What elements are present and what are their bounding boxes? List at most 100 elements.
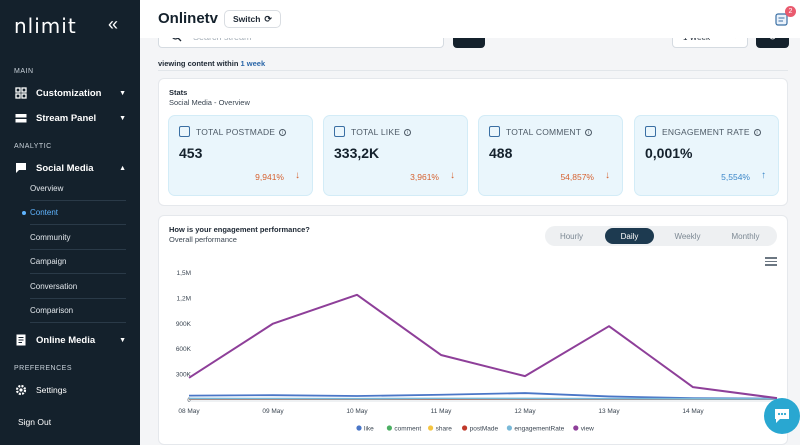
- stat-card-change: 54,857%: [560, 172, 594, 182]
- sidebar-subitem-overview[interactable]: Overview: [30, 177, 126, 201]
- stats-subtitle: Social Media - Overview: [169, 98, 250, 107]
- legend-label-view: view: [581, 426, 594, 433]
- stat-card-label: TOTAL COMMENT i: [506, 127, 592, 137]
- y-tick-label: 1,5M: [177, 270, 191, 277]
- stat-card-label: ENGAGEMENT RATE i: [662, 127, 761, 137]
- legend-marker-share: [428, 425, 433, 430]
- section-label-analytic: ANALYTIC: [14, 143, 52, 150]
- arrow-down-icon: ↓: [605, 170, 610, 181]
- collapse-sidebar-button[interactable]: «: [108, 14, 118, 35]
- performance-panel: How is your engagement performance? Over…: [158, 215, 788, 445]
- stat-card-total-comment: TOTAL COMMENT i 488 54,857% ↓: [478, 115, 623, 196]
- divider: [158, 70, 788, 71]
- chevron-down-icon: ▼: [119, 90, 126, 97]
- stat-card-total-like: TOTAL LIKE i 333,2K 3,961% ↓: [323, 115, 468, 196]
- sidebar-item-label: Social Media: [36, 163, 94, 174]
- engagement-icon: [645, 126, 656, 137]
- x-tick-label: 11 May: [431, 408, 453, 415]
- info-icon[interactable]: i: [585, 129, 592, 136]
- legend-marker-like: [356, 425, 361, 430]
- viewing-prefix: viewing content within: [158, 59, 238, 68]
- x-tick-label: 10 May: [346, 408, 368, 415]
- stat-card-label: TOTAL LIKE i: [351, 127, 411, 137]
- legend-marker-comment: [387, 425, 392, 430]
- legend-label-share: share: [436, 426, 453, 433]
- viewing-period-text: viewing content within 1 week: [158, 59, 265, 68]
- nlimit-logo: nlimit: [14, 14, 77, 38]
- legend-marker-engagementRate: [507, 425, 512, 430]
- section-label-preferences: PREFERENCES: [14, 365, 72, 372]
- info-icon[interactable]: i: [279, 129, 286, 136]
- active-dot-icon: [22, 211, 26, 215]
- sidebar-subitem-label: Content: [30, 208, 58, 217]
- post-icon: [179, 126, 190, 137]
- sidebar-subitem-campaign[interactable]: Campaign: [30, 250, 126, 274]
- arrow-up-icon: ↑: [761, 170, 766, 181]
- sidebar-subitem-comparison[interactable]: Comparison: [30, 299, 126, 323]
- x-tick-label: 14 May: [682, 408, 704, 415]
- info-icon[interactable]: i: [404, 129, 411, 136]
- y-tick-label: 900K: [176, 321, 192, 328]
- sidebar-subitem-conversation[interactable]: Conversation: [30, 275, 126, 299]
- sign-out-link[interactable]: Sign Out: [18, 417, 51, 427]
- legend-marker-view: [573, 425, 578, 430]
- sidebar-item-social-media[interactable]: Social Media ▲: [14, 159, 130, 177]
- x-tick-label: 09 May: [262, 408, 284, 415]
- stat-card-change: 5,554%: [721, 172, 750, 182]
- switch-button[interactable]: Switch ⟳: [224, 10, 281, 28]
- page-title: Onlinetv: [158, 10, 218, 27]
- stat-card-value: 488: [489, 145, 512, 161]
- x-tick-label: 12 May: [514, 408, 536, 415]
- info-icon[interactable]: i: [754, 129, 761, 136]
- comment-icon: [489, 126, 500, 137]
- y-tick-label: 1,2M: [177, 295, 191, 302]
- grid-icon: [14, 86, 28, 100]
- y-tick-label: 600K: [176, 346, 192, 353]
- section-label-main: MAIN: [14, 68, 34, 75]
- stats-panel: Stats Social Media - Overview TOTAL POST…: [158, 78, 788, 206]
- legend-label-like: like: [364, 426, 374, 433]
- sidebar-item-label: Customization: [36, 88, 101, 99]
- stat-card-engagement-rate: ENGAGEMENT RATE i 0,001% 5,554% ↑: [634, 115, 779, 196]
- refresh-icon: ⟳: [264, 14, 272, 25]
- document-icon: [14, 333, 28, 347]
- header: Onlinetv Switch ⟳ 2: [140, 0, 800, 38]
- stat-card-total-postmade: TOTAL POSTMADE i 453 9,941% ↓: [168, 115, 313, 196]
- x-tick-label: 08 May: [178, 408, 200, 415]
- like-icon: [334, 126, 345, 137]
- notification-badge: 2: [785, 6, 796, 17]
- sidebar: nlimit « MAIN Customization ▼ Stream Pan…: [0, 0, 140, 445]
- stat-card-value: 0,001%: [645, 145, 692, 161]
- chat-bubble-icon: [14, 161, 28, 175]
- chat-button[interactable]: [764, 398, 800, 434]
- legend-label-postMade: postMade: [470, 426, 499, 433]
- legend-label-comment: comment: [394, 426, 421, 433]
- stat-card-change: 3,961%: [410, 172, 439, 182]
- stat-card-value: 453: [179, 145, 202, 161]
- stats-title: Stats: [169, 88, 187, 97]
- stat-card-label: TOTAL POSTMADE i: [196, 127, 286, 137]
- legend-marker-postMade: [462, 425, 467, 430]
- sidebar-subitem-content[interactable]: Content: [30, 201, 126, 225]
- switch-label: Switch: [233, 14, 260, 24]
- sidebar-item-label: Online Media: [36, 335, 95, 346]
- sidebar-item-online-media[interactable]: Online Media ▼: [14, 331, 130, 349]
- sidebar-item-stream-panel[interactable]: Stream Panel ▼: [14, 109, 130, 127]
- stream-panel-icon: [14, 111, 28, 125]
- viewing-period: 1 week: [241, 59, 266, 68]
- sidebar-item-label: Settings: [36, 385, 67, 395]
- stat-card-change: 9,941%: [255, 172, 284, 182]
- stat-card-value: 333,2K: [334, 145, 379, 161]
- chevron-down-icon: ▼: [119, 337, 126, 344]
- sidebar-item-settings[interactable]: Settings: [14, 381, 130, 399]
- sidebar-item-label: Stream Panel: [36, 113, 96, 124]
- sidebar-item-customization[interactable]: Customization ▼: [14, 84, 130, 102]
- chevron-up-icon: ▲: [119, 165, 126, 172]
- chat-icon: [773, 408, 791, 424]
- sidebar-subitem-community[interactable]: Community: [30, 226, 126, 250]
- series-line-view: [189, 295, 777, 398]
- gear-icon: [14, 383, 28, 397]
- chevron-down-icon: ▼: [119, 115, 126, 122]
- arrow-down-icon: ↓: [450, 170, 455, 181]
